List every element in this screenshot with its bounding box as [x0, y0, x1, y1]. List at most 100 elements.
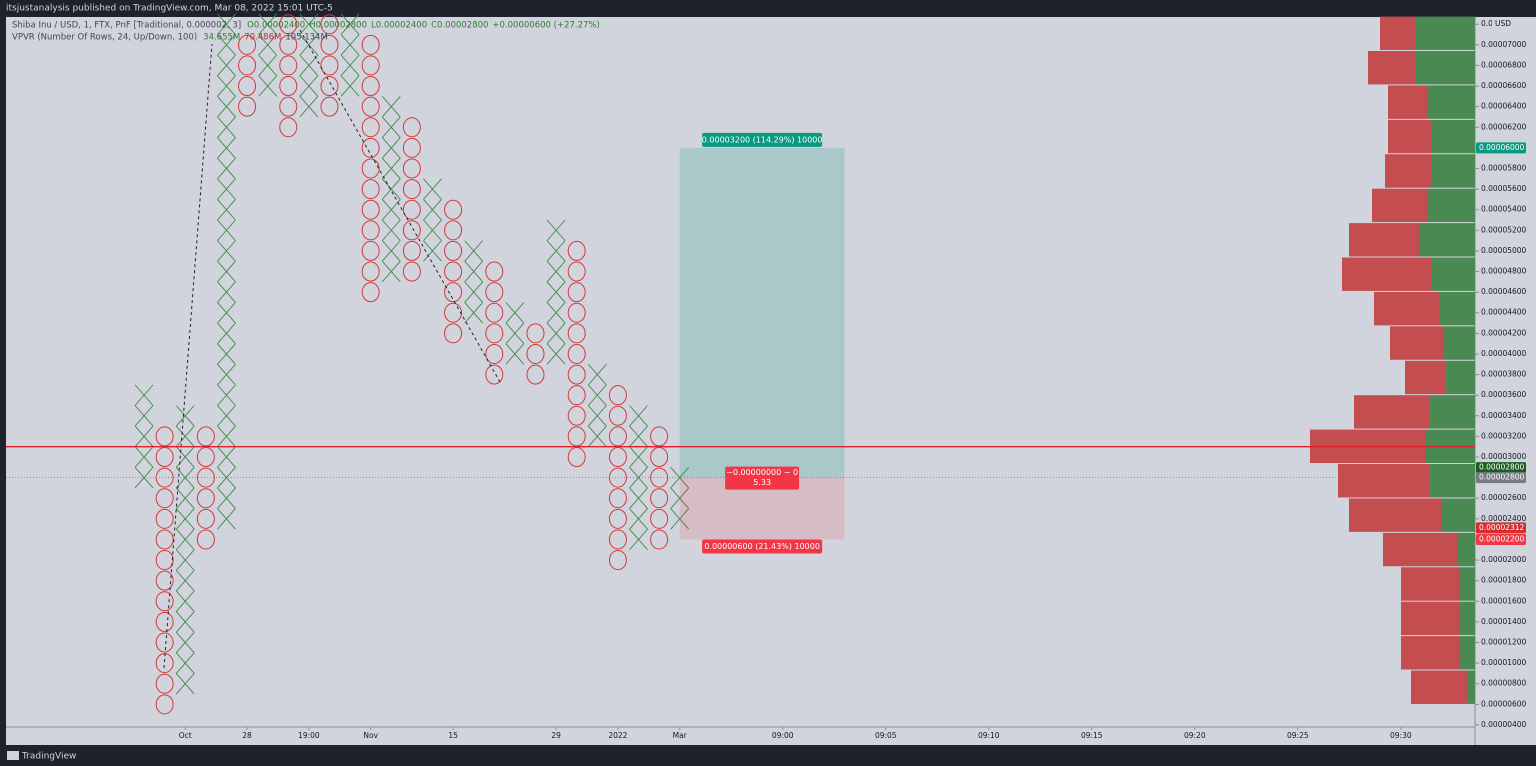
x-box — [217, 137, 236, 159]
o-box — [279, 14, 298, 35]
x-box — [340, 54, 360, 77]
o-column — [238, 34, 257, 117]
profile-up — [1420, 223, 1475, 257]
x-box — [587, 425, 607, 448]
profile-up — [1416, 51, 1475, 85]
x-box — [299, 13, 319, 35]
x-tick-label: 15 — [448, 731, 458, 740]
o-column — [320, 14, 339, 117]
y-tick-label: 0.00004200 — [1481, 328, 1527, 337]
target-label: 0.00003200 (114.29%) 10000 — [702, 135, 823, 144]
price-label-bg — [1476, 472, 1526, 484]
x-box — [299, 96, 319, 118]
time-axis — [6, 727, 1475, 745]
x-tick-label: 09:05 — [875, 731, 897, 740]
trend-line — [299, 29, 501, 383]
profile-down — [1401, 636, 1460, 670]
x-box — [175, 508, 195, 530]
o-box — [361, 179, 380, 200]
o-box — [526, 364, 545, 385]
o-box — [196, 447, 215, 468]
o-box — [155, 488, 174, 509]
x-box — [217, 199, 236, 221]
o-box — [444, 199, 463, 220]
x-box — [299, 34, 319, 56]
x-box — [381, 157, 401, 180]
y-tick-label: 0.00002000 — [1481, 555, 1527, 564]
price-label-bg — [1476, 533, 1526, 545]
profile-down — [1388, 119, 1432, 154]
o-box — [567, 426, 586, 447]
y-tick-label: 0.00001200 — [1481, 638, 1527, 647]
o-box — [196, 488, 215, 509]
o-box — [444, 220, 463, 241]
x-tick-label: 28 — [242, 731, 252, 740]
x-box — [217, 75, 236, 97]
x-box — [546, 281, 566, 303]
y-tick-label: 0.00004800 — [1481, 267, 1527, 276]
o-box — [155, 529, 174, 550]
x-box — [546, 240, 566, 262]
o-box — [650, 488, 669, 509]
profile-up — [1460, 567, 1475, 601]
o-box — [650, 447, 669, 468]
x-box — [587, 384, 607, 406]
o-box — [361, 76, 380, 97]
o-box — [650, 508, 669, 529]
y-tick-label: 0.00003200 — [1481, 431, 1527, 440]
y-tick-label: 0.00005000 — [1481, 246, 1527, 255]
x-box — [423, 240, 442, 262]
x-box — [629, 528, 648, 551]
o-box — [485, 282, 504, 303]
y-tick-label: 0.00007000 — [1481, 40, 1527, 49]
o-column — [279, 14, 298, 138]
o-box — [361, 96, 380, 117]
o-box — [320, 34, 339, 55]
x-box — [217, 281, 236, 303]
profile-up — [1440, 291, 1475, 326]
o-box — [320, 76, 339, 97]
x-column — [258, 13, 277, 97]
y-tick-label: 0.00001600 — [1481, 596, 1527, 605]
o-box — [526, 323, 545, 344]
o-box — [608, 550, 627, 571]
o-column — [196, 426, 215, 550]
x-box — [217, 54, 236, 77]
x-box — [217, 302, 236, 324]
x-column — [587, 363, 607, 448]
o-box — [402, 240, 421, 261]
x-box — [464, 302, 484, 324]
o-box — [279, 96, 298, 117]
x-box — [505, 322, 525, 344]
x-tick-label: 2022 — [608, 731, 627, 740]
profile-up — [1416, 16, 1475, 51]
y-tick-label: 0.00005200 — [1481, 225, 1527, 234]
x-box — [217, 13, 236, 35]
x-box — [217, 467, 236, 489]
profile-up — [1430, 464, 1475, 498]
x-box — [175, 570, 195, 592]
x-box — [670, 467, 690, 489]
o-box — [608, 385, 627, 406]
x-box — [175, 467, 195, 489]
o-box — [567, 323, 586, 344]
price-axis — [1475, 17, 1536, 745]
x-box — [299, 54, 319, 77]
x-box — [134, 405, 154, 427]
y-tick-label: 0.00000400 — [1481, 720, 1527, 729]
o-box — [196, 508, 215, 529]
x-tick-label: 19:00 — [298, 731, 320, 740]
y-tick-label: 0.00001400 — [1481, 617, 1527, 626]
plot — [134, 13, 690, 715]
price-label: 0.00002312 — [1479, 523, 1525, 532]
o-box — [196, 426, 215, 447]
o-box — [238, 34, 257, 55]
x-tick-label: Oct — [179, 731, 192, 740]
y-tick-label: 0.00000800 — [1481, 679, 1527, 688]
x-box — [217, 363, 236, 386]
x-box — [217, 116, 236, 138]
trend-line — [163, 43, 213, 669]
o-box — [361, 117, 380, 138]
o-box — [155, 508, 174, 529]
o-column — [444, 199, 463, 344]
